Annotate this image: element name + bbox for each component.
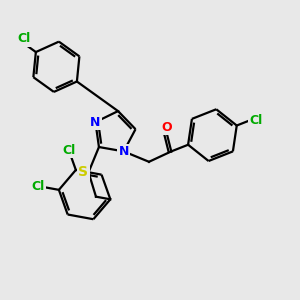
Text: Cl: Cl [17, 32, 30, 45]
Text: O: O [161, 121, 172, 134]
Text: N: N [118, 145, 129, 158]
Text: S: S [78, 165, 88, 179]
Text: N: N [90, 116, 100, 129]
Text: Cl: Cl [32, 180, 45, 193]
Text: Cl: Cl [249, 114, 262, 127]
Text: Cl: Cl [62, 144, 76, 157]
